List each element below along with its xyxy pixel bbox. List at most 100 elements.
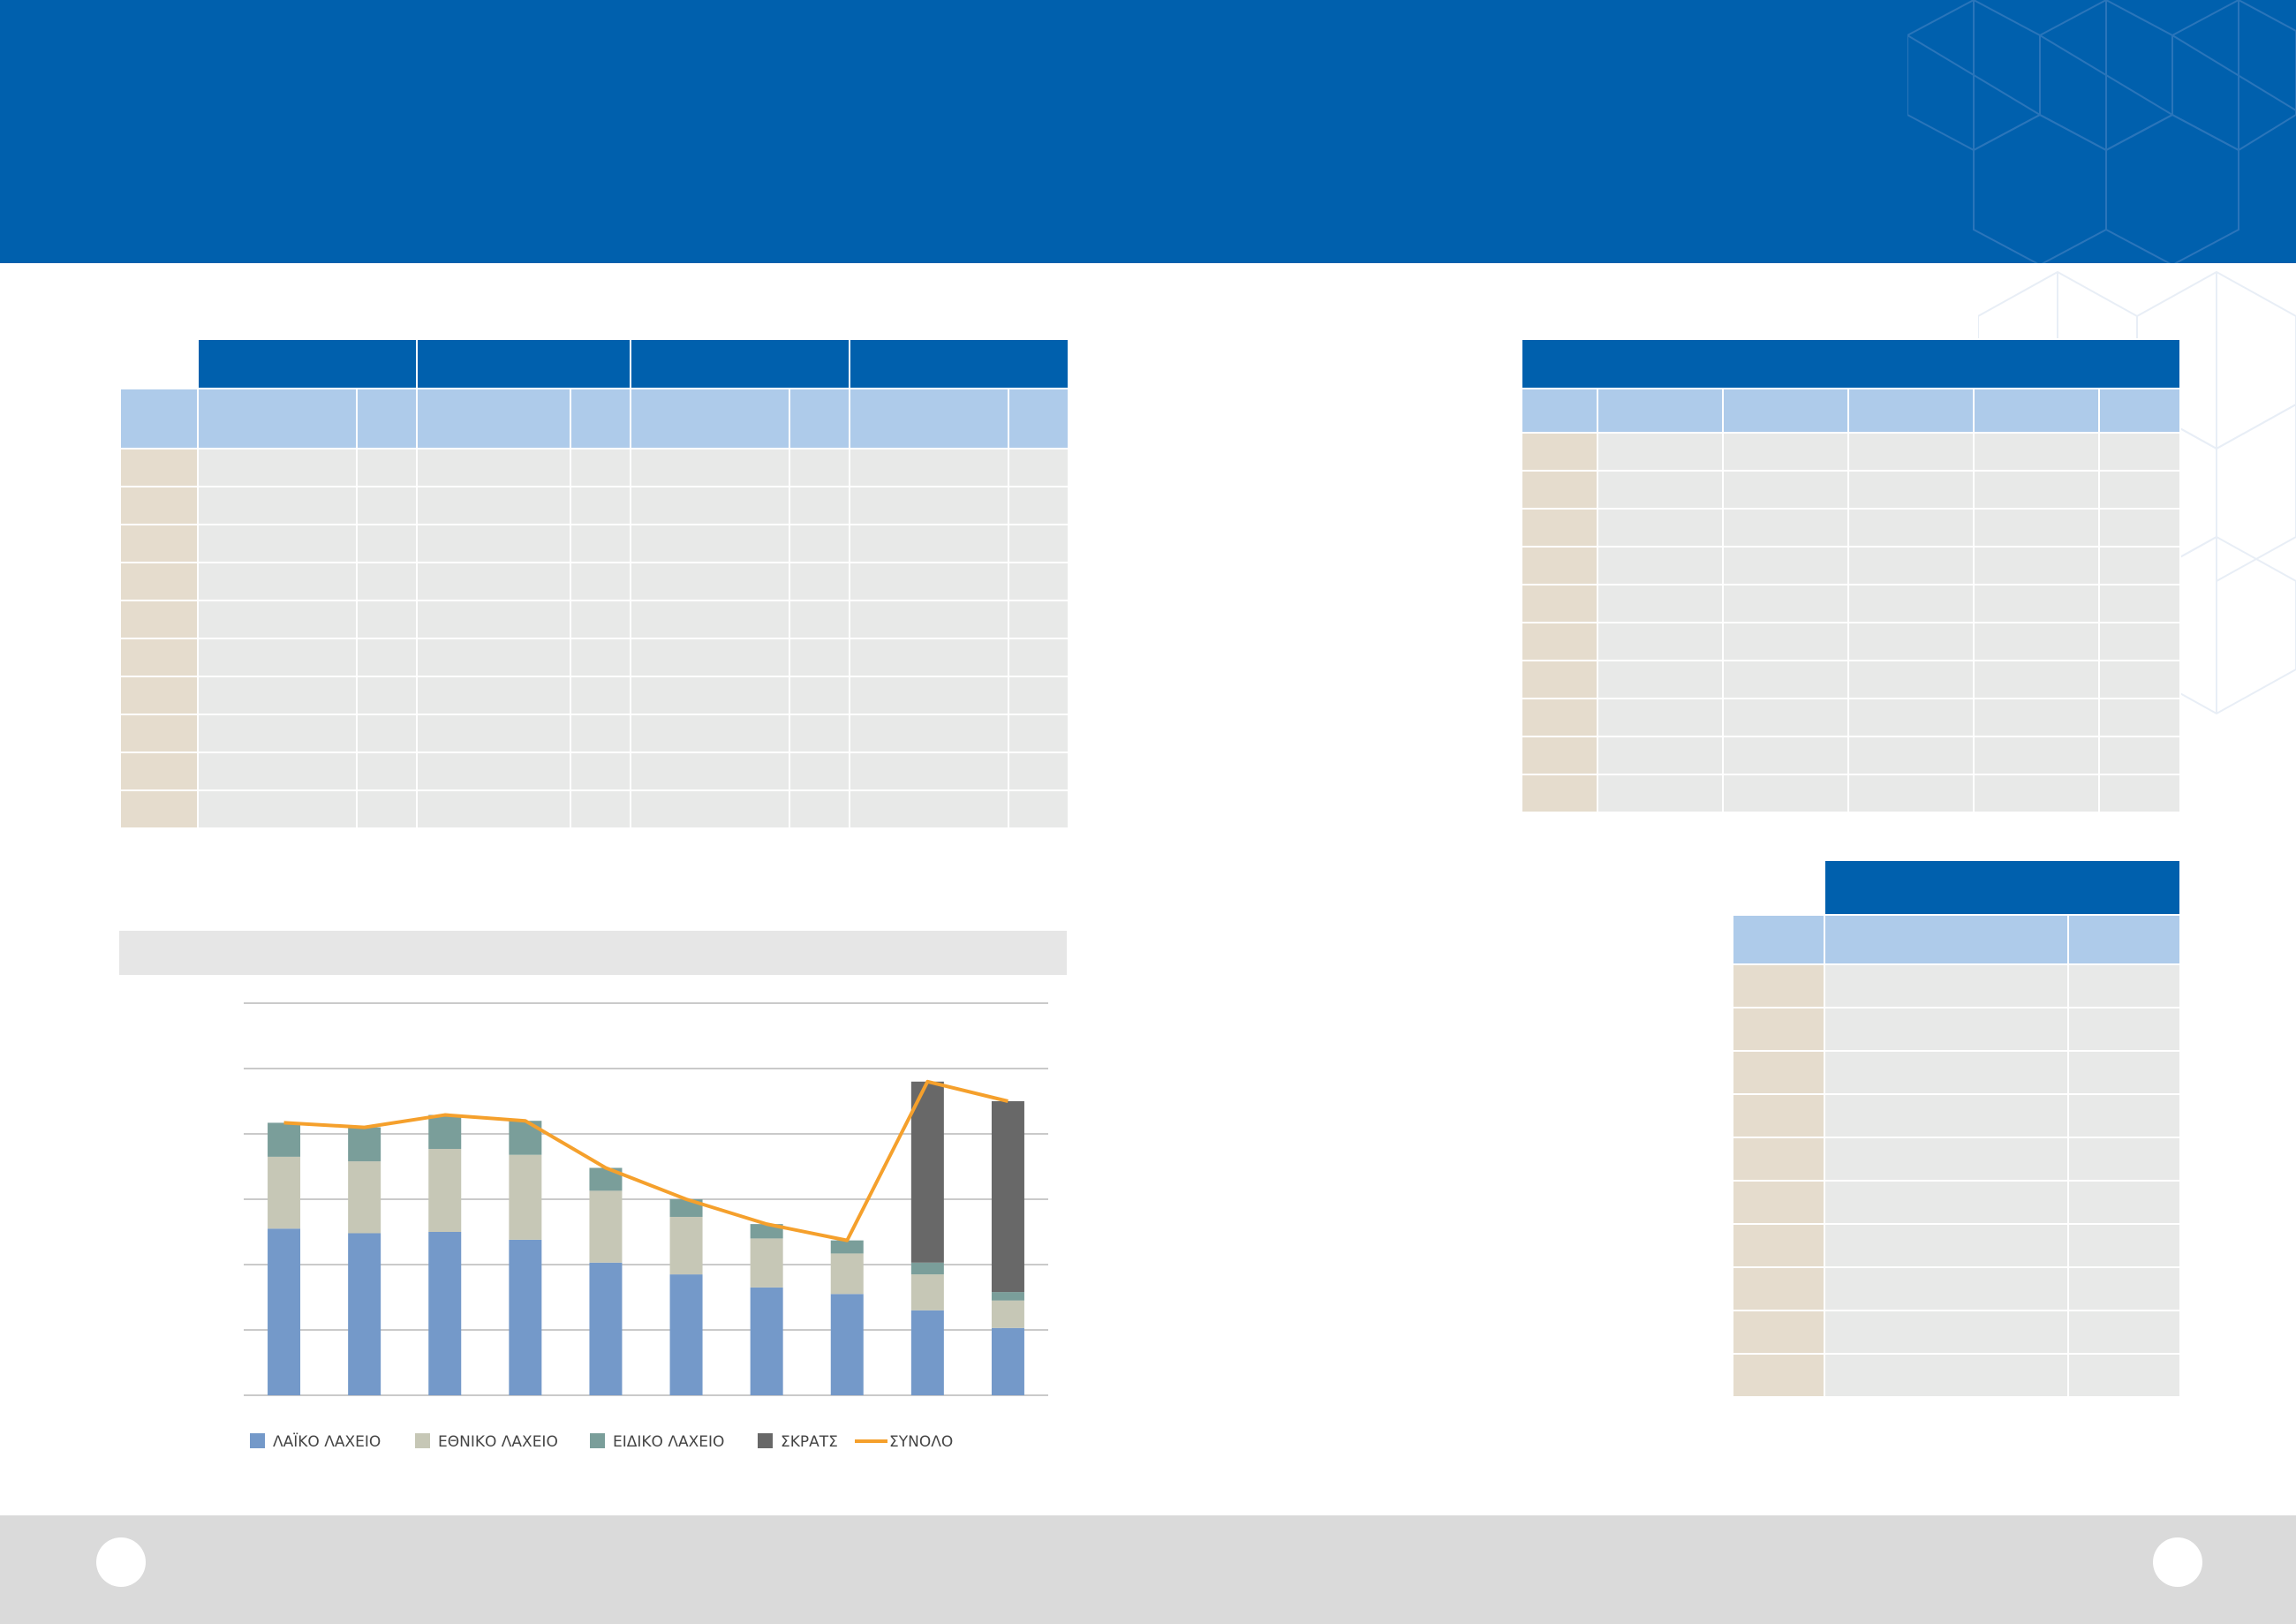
bar-segment — [348, 1233, 381, 1395]
subheader-row — [1521, 388, 2182, 434]
table-cell — [416, 789, 571, 829]
table-cell — [630, 752, 790, 791]
subheader-cell — [2097, 388, 2182, 434]
table-cell — [849, 789, 1009, 829]
table-cell — [356, 600, 418, 639]
bar-segment — [428, 1114, 462, 1150]
table-cell — [1847, 622, 1975, 661]
right-top-data-table — [1520, 338, 2182, 813]
bar-segment — [830, 1240, 864, 1254]
table-cell — [356, 486, 418, 525]
table-cell — [197, 524, 358, 563]
table-row — [1732, 1353, 2181, 1398]
table-cell — [1824, 1007, 2069, 1052]
table-cell — [789, 562, 850, 601]
table-cell — [1722, 660, 1849, 699]
page-number-circle-left — [96, 1537, 146, 1587]
bar-segment — [428, 1232, 462, 1395]
table-row — [1521, 508, 2182, 548]
table-cell — [1973, 622, 2100, 661]
table-cell — [1597, 622, 1724, 661]
row-label-cell — [119, 752, 199, 791]
table-cell — [1008, 789, 1069, 829]
table-cell — [1008, 676, 1069, 715]
table-cell — [2097, 470, 2182, 510]
bar-segment — [991, 1292, 1024, 1301]
table-cell — [789, 486, 850, 525]
bar-segment — [830, 1253, 864, 1295]
chart-total-line — [283, 1079, 1008, 1243]
table-cell — [1973, 584, 2100, 623]
table-cell — [1008, 524, 1069, 563]
hexagon-pattern-decoration — [1907, 0, 2296, 263]
table-row — [1521, 698, 2182, 737]
table-cell — [570, 714, 631, 753]
table-row — [1732, 1093, 2181, 1138]
table-row — [1732, 1137, 2181, 1182]
group-header-cell — [849, 338, 1069, 389]
row-label-cell — [1521, 546, 1598, 585]
bar-segment — [910, 1081, 944, 1263]
row-label-cell — [1521, 774, 1598, 813]
table-cell — [1008, 600, 1069, 639]
table-cell — [1824, 1353, 2069, 1398]
bar-segment — [910, 1262, 944, 1275]
bar-segment — [750, 1238, 783, 1288]
bar-segment — [589, 1262, 623, 1395]
table-cell — [197, 486, 358, 525]
table-cell — [570, 600, 631, 639]
total-line — [283, 1079, 1008, 1243]
row-label-cell — [119, 714, 199, 753]
table-cell — [197, 752, 358, 791]
table-cell — [1597, 660, 1724, 699]
row-label-cell — [1521, 698, 1598, 737]
table-cell — [570, 448, 631, 487]
table-cell — [356, 714, 418, 753]
table-cell — [1973, 736, 2100, 775]
table-cell — [570, 752, 631, 791]
legend-label: ΣΥΝΟΛΟ — [889, 1433, 953, 1451]
table-cell — [1973, 432, 2100, 472]
bar-segment — [750, 1224, 783, 1239]
table-cell — [1973, 546, 2100, 585]
table-cell — [1008, 714, 1069, 753]
row-label-cell — [1732, 1180, 1825, 1225]
table-cell — [1722, 584, 1849, 623]
table-row — [119, 714, 1069, 753]
table-cell — [416, 486, 571, 525]
table-cell — [630, 562, 790, 601]
row-label-cell — [1521, 622, 1598, 661]
row-label-cell — [119, 448, 199, 487]
bar-segment — [348, 1161, 381, 1234]
table-cell — [2097, 432, 2182, 472]
table-cell — [849, 714, 1009, 753]
table-cell — [789, 789, 850, 829]
bar-segment — [910, 1310, 944, 1395]
title-header-cell — [1824, 859, 2181, 916]
bar-segment — [991, 1101, 1024, 1293]
table-cell — [197, 448, 358, 487]
row-label-cell — [1521, 470, 1598, 510]
table-cell — [197, 638, 358, 677]
table-cell — [416, 448, 571, 487]
chart-gridlines — [244, 1002, 1048, 1396]
table-cell — [789, 714, 850, 753]
table-cell — [2097, 508, 2182, 548]
table-cell — [789, 638, 850, 677]
table-cell — [1973, 698, 2100, 737]
table-row — [1521, 660, 2182, 699]
table-cell — [1597, 546, 1724, 585]
subheader-cell — [849, 388, 1009, 449]
table-cell — [1722, 698, 1849, 737]
table-cell — [789, 524, 850, 563]
table-cell — [630, 524, 790, 563]
legend-label: ΕΙΔΙΚΟ ΛΑΧΕΙΟ — [613, 1433, 724, 1451]
bar-segment — [750, 1287, 783, 1395]
table-cell — [416, 752, 571, 791]
chart-bars — [268, 1081, 1024, 1395]
footer-band — [0, 1515, 2296, 1624]
row-label-cell — [1521, 584, 1598, 623]
table-cell — [849, 562, 1009, 601]
row-label-cell — [1732, 1353, 1825, 1398]
row-label-cell — [119, 600, 199, 639]
